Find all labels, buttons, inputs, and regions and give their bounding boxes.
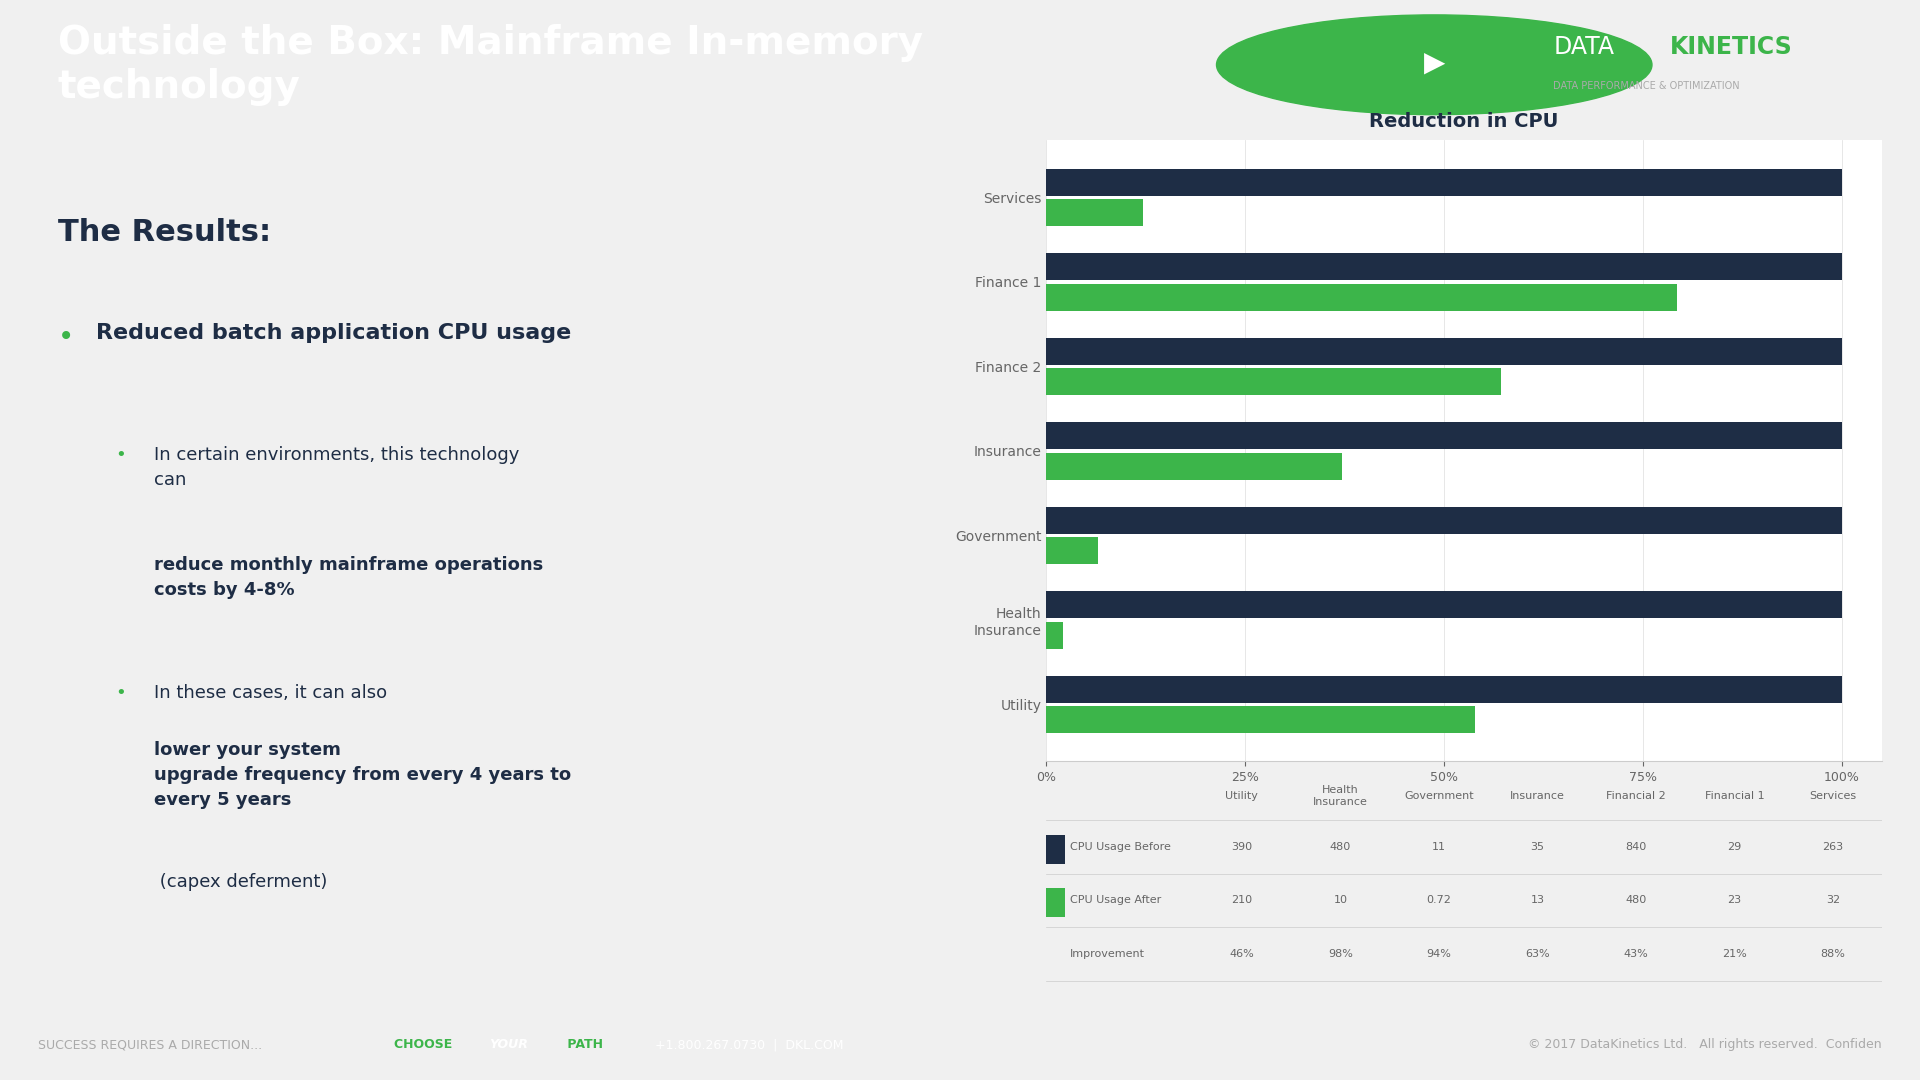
Text: 98%: 98%	[1329, 949, 1354, 959]
Text: SUCCESS REQUIRES A DIRECTION...: SUCCESS REQUIRES A DIRECTION...	[38, 1038, 271, 1052]
Text: 23: 23	[1728, 895, 1741, 905]
Text: In these cases, it can also: In these cases, it can also	[154, 684, 392, 702]
Text: +1.800.267.0730  |  DKL.COM: +1.800.267.0730 | DKL.COM	[643, 1038, 843, 1052]
Text: 29: 29	[1728, 842, 1741, 852]
Bar	[1046, 888, 1066, 917]
Text: reduce monthly mainframe operations
costs by 4-8%: reduce monthly mainframe operations cost…	[154, 556, 543, 599]
Text: © 2017 DataKinetics Ltd.   All rights reserved.  Confiden: © 2017 DataKinetics Ltd. All rights rese…	[1528, 1038, 1882, 1052]
Text: CHOOSE: CHOOSE	[394, 1038, 457, 1052]
Text: 480: 480	[1331, 842, 1352, 852]
Title: Reduction in CPU: Reduction in CPU	[1369, 111, 1559, 131]
Text: Improvement: Improvement	[1069, 949, 1144, 959]
Bar	[1046, 835, 1066, 864]
Text: 94%: 94%	[1427, 949, 1452, 959]
Bar	[1046, 422, 1841, 449]
Bar	[1046, 284, 1678, 311]
Text: 13: 13	[1530, 895, 1544, 905]
Text: 32: 32	[1826, 895, 1839, 905]
Text: 11: 11	[1432, 842, 1446, 852]
Text: The Results:: The Results:	[58, 218, 271, 246]
Text: •: •	[58, 323, 73, 351]
Text: Outside the Box: Mainframe In-memory
technology: Outside the Box: Mainframe In-memory tec…	[58, 24, 924, 106]
Text: 43%: 43%	[1624, 949, 1649, 959]
Text: 263: 263	[1822, 842, 1843, 852]
Text: Financial 2: Financial 2	[1607, 791, 1667, 801]
Bar	[1046, 253, 1841, 280]
Bar	[1046, 453, 1342, 480]
Text: CPU Usage After: CPU Usage After	[1069, 895, 1162, 905]
Text: Utility: Utility	[1225, 791, 1258, 801]
Bar	[1046, 706, 1475, 733]
Text: Insurance: Insurance	[1509, 791, 1565, 801]
Text: KINETICS: KINETICS	[1670, 35, 1793, 59]
Bar	[1046, 338, 1841, 365]
Text: DATA: DATA	[1553, 35, 1615, 59]
Bar	[1046, 168, 1841, 195]
Text: DATA PERFORMANCE & OPTIMIZATION: DATA PERFORMANCE & OPTIMIZATION	[1553, 81, 1740, 91]
Text: 480: 480	[1626, 895, 1647, 905]
Text: (capex deferment): (capex deferment)	[154, 874, 326, 891]
Text: PATH: PATH	[563, 1038, 603, 1052]
Text: 63%: 63%	[1524, 949, 1549, 959]
Text: 35: 35	[1530, 842, 1544, 852]
Text: •: •	[115, 446, 127, 464]
Text: Reduced batch application CPU usage: Reduced batch application CPU usage	[96, 323, 572, 343]
Bar	[1046, 591, 1841, 618]
Text: 21%: 21%	[1722, 949, 1747, 959]
Text: 0.72: 0.72	[1427, 895, 1452, 905]
Bar	[1046, 676, 1841, 703]
Text: 46%: 46%	[1229, 949, 1254, 959]
Circle shape	[1217, 15, 1651, 114]
Text: Services: Services	[1809, 791, 1857, 801]
Text: 840: 840	[1626, 842, 1647, 852]
Text: •: •	[115, 684, 127, 702]
Text: lower your system
upgrade frequency from every 4 years to
every 5 years: lower your system upgrade frequency from…	[154, 741, 570, 809]
Text: 210: 210	[1231, 895, 1252, 905]
Text: 390: 390	[1231, 842, 1252, 852]
Bar	[1046, 199, 1142, 226]
Text: In certain environments, this technology
can: In certain environments, this technology…	[154, 446, 518, 489]
Text: Financial 1: Financial 1	[1705, 791, 1764, 801]
Text: Health
Insurance: Health Insurance	[1313, 785, 1367, 807]
Bar	[1046, 507, 1841, 534]
Bar	[1046, 622, 1064, 649]
Text: YOUR: YOUR	[490, 1038, 528, 1052]
Text: 10: 10	[1332, 895, 1348, 905]
Text: CPU Usage Before: CPU Usage Before	[1069, 842, 1171, 852]
Text: 88%: 88%	[1820, 949, 1845, 959]
Bar	[1046, 368, 1501, 395]
Text: Government: Government	[1404, 791, 1475, 801]
Text: ▶: ▶	[1423, 49, 1446, 77]
Bar	[1046, 537, 1098, 564]
